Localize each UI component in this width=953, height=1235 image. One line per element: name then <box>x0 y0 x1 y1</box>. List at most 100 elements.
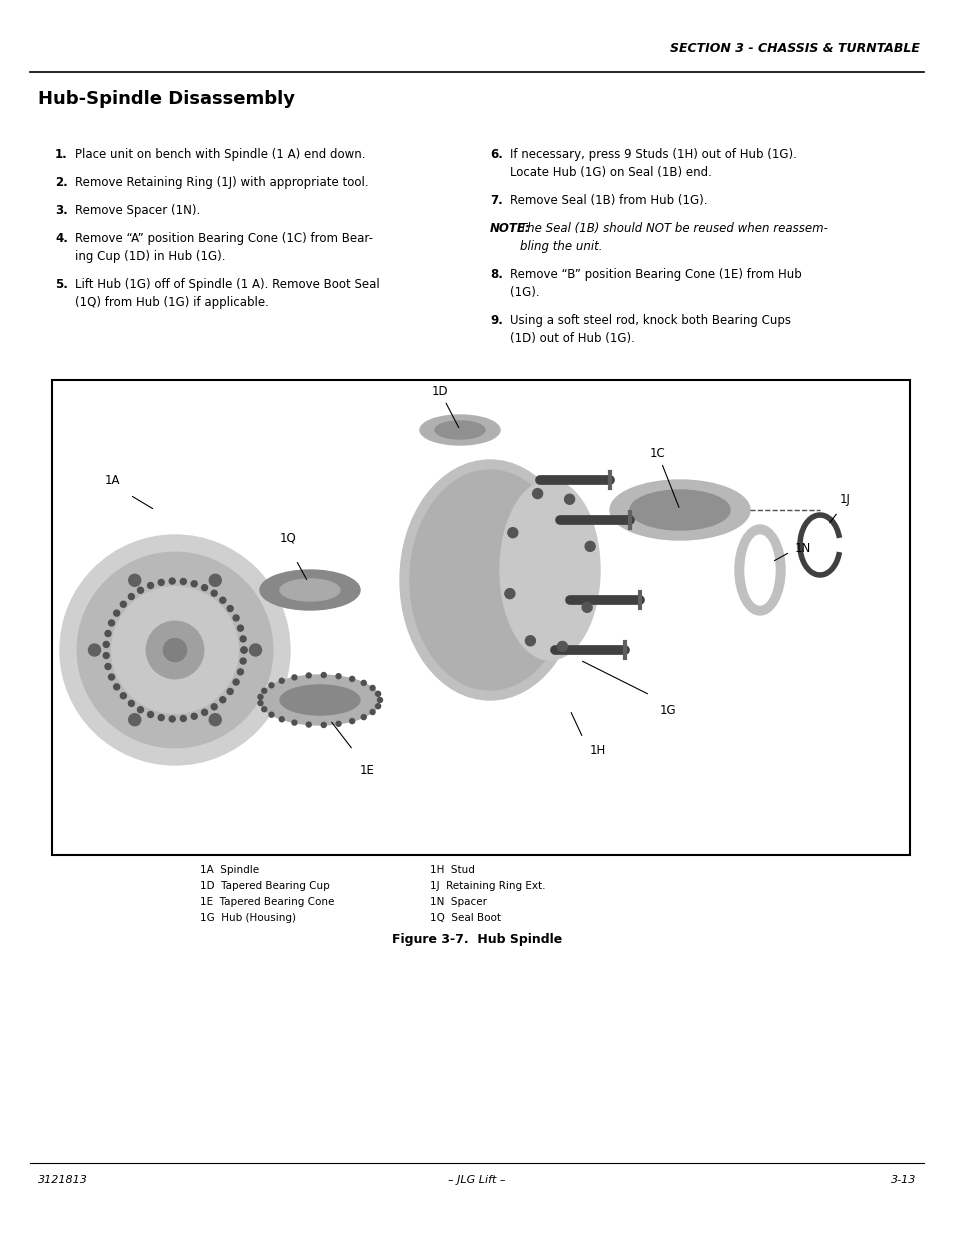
Circle shape <box>564 494 574 504</box>
Text: 8.: 8. <box>490 268 502 282</box>
Circle shape <box>227 605 233 611</box>
Circle shape <box>370 685 375 690</box>
Text: 5.: 5. <box>55 278 68 291</box>
Circle shape <box>103 652 109 658</box>
Text: 3.: 3. <box>55 204 68 217</box>
Ellipse shape <box>399 459 579 700</box>
Circle shape <box>211 590 217 597</box>
Circle shape <box>113 610 119 616</box>
Circle shape <box>375 704 380 709</box>
Text: 1E: 1E <box>359 763 375 777</box>
Text: 1J  Retaining Ring Ext.: 1J Retaining Ring Ext. <box>430 881 545 890</box>
Text: 7.: 7. <box>490 194 502 207</box>
Circle shape <box>257 700 263 705</box>
Circle shape <box>120 601 126 608</box>
Circle shape <box>233 679 239 685</box>
Circle shape <box>269 683 274 688</box>
Text: 9.: 9. <box>490 314 502 327</box>
Circle shape <box>375 692 380 697</box>
Circle shape <box>250 643 261 656</box>
Circle shape <box>241 647 247 653</box>
Text: 2.: 2. <box>55 177 68 189</box>
Circle shape <box>377 698 382 703</box>
Circle shape <box>137 706 143 713</box>
Circle shape <box>532 489 542 499</box>
Circle shape <box>211 704 217 710</box>
Ellipse shape <box>609 480 749 540</box>
Circle shape <box>240 658 246 664</box>
Text: ing Cup (1D) in Hub (1G).: ing Cup (1D) in Hub (1G). <box>75 249 225 263</box>
Text: 1.: 1. <box>55 148 68 161</box>
Text: 3121813: 3121813 <box>38 1174 88 1186</box>
Circle shape <box>361 715 366 720</box>
Circle shape <box>169 716 175 722</box>
Circle shape <box>557 641 567 651</box>
Circle shape <box>209 714 221 726</box>
Ellipse shape <box>744 535 774 605</box>
Circle shape <box>581 603 592 613</box>
Text: 1G: 1G <box>659 704 676 716</box>
Text: 1Q  Seal Boot: 1Q Seal Boot <box>430 913 500 923</box>
Circle shape <box>584 541 595 551</box>
Ellipse shape <box>260 676 379 725</box>
Circle shape <box>109 674 114 680</box>
Circle shape <box>261 706 267 711</box>
Circle shape <box>279 678 284 683</box>
Circle shape <box>180 715 186 721</box>
Circle shape <box>335 674 340 679</box>
Text: Remove Spacer (1N).: Remove Spacer (1N). <box>75 204 200 217</box>
Text: 1H  Stud: 1H Stud <box>430 864 475 876</box>
Text: 1A: 1A <box>105 473 120 487</box>
Text: bling the unit.: bling the unit. <box>519 240 602 253</box>
Circle shape <box>233 615 239 621</box>
Circle shape <box>120 693 126 699</box>
Circle shape <box>191 714 197 719</box>
Ellipse shape <box>410 471 569 690</box>
Ellipse shape <box>435 421 484 438</box>
Circle shape <box>129 574 141 587</box>
Circle shape <box>201 709 208 715</box>
Circle shape <box>219 697 226 703</box>
Circle shape <box>525 636 535 646</box>
Text: 1G  Hub (Housing): 1G Hub (Housing) <box>200 913 295 923</box>
Circle shape <box>321 722 326 727</box>
Ellipse shape <box>280 579 339 601</box>
Circle shape <box>169 578 175 584</box>
Text: 4.: 4. <box>55 232 68 245</box>
Circle shape <box>504 589 515 599</box>
Circle shape <box>292 720 296 725</box>
Circle shape <box>240 636 246 642</box>
Circle shape <box>163 638 186 662</box>
Circle shape <box>227 688 233 694</box>
FancyBboxPatch shape <box>52 380 909 855</box>
Circle shape <box>109 620 114 626</box>
Circle shape <box>60 535 290 764</box>
Circle shape <box>361 680 366 685</box>
Circle shape <box>201 584 208 590</box>
Text: Figure 3-7.  Hub Spindle: Figure 3-7. Hub Spindle <box>392 932 561 946</box>
Circle shape <box>180 578 186 584</box>
Ellipse shape <box>260 571 359 610</box>
Text: Using a soft steel rod, knock both Bearing Cups: Using a soft steel rod, knock both Beari… <box>510 314 790 327</box>
Circle shape <box>306 722 311 727</box>
Circle shape <box>112 587 238 714</box>
Circle shape <box>350 677 355 682</box>
Text: 6.: 6. <box>490 148 502 161</box>
Text: Locate Hub (1G) on Seal (1B) end.: Locate Hub (1G) on Seal (1B) end. <box>510 165 711 179</box>
Circle shape <box>129 700 134 706</box>
Circle shape <box>129 594 134 599</box>
Circle shape <box>158 579 164 585</box>
Text: (1Q) from Hub (1G) if applicable.: (1Q) from Hub (1G) if applicable. <box>75 296 269 309</box>
Text: 1D  Tapered Bearing Cup: 1D Tapered Bearing Cup <box>200 881 330 890</box>
Circle shape <box>257 694 263 699</box>
Circle shape <box>507 527 517 537</box>
Circle shape <box>237 669 243 674</box>
Text: 1N: 1N <box>794 541 810 555</box>
Text: Remove Retaining Ring (1J) with appropriate tool.: Remove Retaining Ring (1J) with appropri… <box>75 177 368 189</box>
Text: 1D: 1D <box>432 385 458 427</box>
Ellipse shape <box>419 415 499 445</box>
Text: 1C: 1C <box>649 447 679 508</box>
Circle shape <box>158 715 164 720</box>
Circle shape <box>148 711 153 718</box>
Text: Place unit on bench with Spindle (1 A) end down.: Place unit on bench with Spindle (1 A) e… <box>75 148 365 161</box>
